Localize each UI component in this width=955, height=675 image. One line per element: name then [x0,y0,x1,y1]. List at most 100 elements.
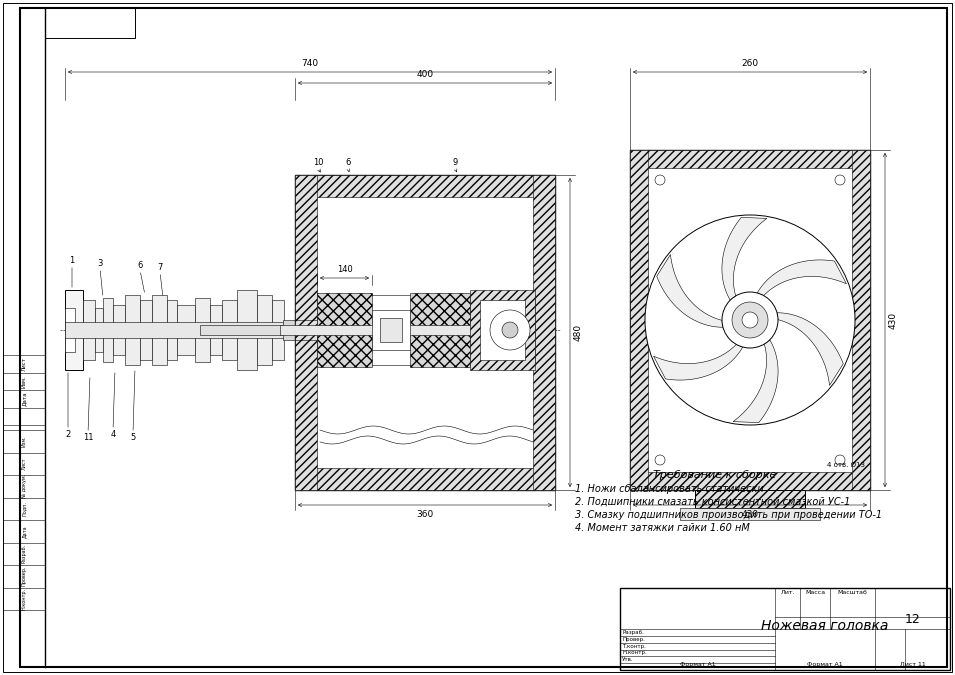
Bar [317,295,535,365]
Text: Лист: Лист [22,458,27,470]
Bar [295,175,555,490]
Text: 10: 10 [312,158,323,167]
Bar [3,355,45,425]
Bar [222,300,237,360]
Text: Лит.: Лит. [780,590,795,595]
Circle shape [502,322,518,338]
Bar [630,150,870,490]
Text: Формат А1: Формат А1 [680,662,715,667]
Bar [620,588,950,670]
Text: 140: 140 [336,265,352,274]
Bar [167,300,177,360]
Bar [852,150,870,490]
Bar [410,293,470,367]
Text: 11: 11 [83,433,94,442]
Bar [680,508,820,520]
Text: № докум.: № докум. [22,474,27,498]
Bar [480,300,525,360]
Text: Н.контр.: Н.контр. [622,651,647,655]
Text: Формат А1: Формат А1 [807,662,843,667]
Bar [295,175,317,490]
Bar [140,300,152,360]
Bar [380,318,402,342]
Text: 740: 740 [302,59,319,68]
Bar [295,175,555,197]
Text: 360: 360 [416,510,434,519]
Bar [372,310,410,350]
Text: 6: 6 [346,158,350,167]
Bar [103,298,113,362]
Bar [3,430,45,610]
Bar [533,175,555,490]
Text: Лист 11: Лист 11 [900,662,925,667]
Text: 2. Подшипники смазать консистентной смазкой УС-1: 2. Подшипники смазать консистентной смаз… [575,497,850,507]
Circle shape [722,292,778,348]
Text: Ножевая головка: Ножевая головка [761,619,889,633]
Text: Изм.: Изм. [22,375,27,387]
Text: 9: 9 [453,158,457,167]
Text: 6: 6 [138,261,142,270]
Circle shape [835,455,845,465]
Text: Провер.: Провер. [22,566,27,587]
Bar [237,290,257,370]
Polygon shape [653,344,743,380]
Bar [630,150,648,490]
Bar [317,293,372,367]
Circle shape [490,310,530,350]
Bar [95,308,103,352]
Text: Масштаб: Масштаб [838,590,867,595]
Bar [195,298,210,362]
Bar [280,325,535,335]
Bar [630,472,870,490]
Polygon shape [657,254,723,327]
Bar [113,305,125,355]
Polygon shape [722,217,767,300]
Circle shape [655,455,665,465]
Text: 400: 400 [416,70,434,79]
Bar [177,305,195,355]
Text: 4 отв. Ø13: 4 отв. Ø13 [827,462,865,468]
Text: Требование к сборке: Требование к сборке [653,470,776,480]
Text: Изм.: Изм. [22,435,27,447]
Text: 7: 7 [158,263,162,272]
Text: Утв.: Утв. [622,657,633,662]
Text: 3. Смазку подшипников производить при проведении ТО-1: 3. Смазку подшипников производить при пр… [575,510,882,520]
Text: 2: 2 [65,430,71,439]
Bar [295,468,555,490]
Circle shape [742,312,758,328]
Text: 430: 430 [889,311,898,329]
Polygon shape [757,260,846,296]
Text: Масса: Масса [805,590,825,595]
Polygon shape [777,313,843,385]
Text: Н.контр.: Н.контр. [22,588,27,610]
Bar [200,325,295,335]
Circle shape [732,302,768,338]
Bar [152,295,167,365]
Text: 4. Момент затяжки гайки 1.60 нМ: 4. Момент затяжки гайки 1.60 нМ [575,523,750,533]
Bar [257,295,272,365]
Text: 1. Ножи сбалансировать статически: 1. Ножи сбалансировать статически [575,484,764,494]
Text: 1: 1 [70,256,74,265]
Bar [283,320,295,340]
Polygon shape [733,340,778,423]
Bar [695,490,805,508]
Bar [65,290,83,370]
Text: Разраб.: Разраб. [622,630,644,635]
Circle shape [835,175,845,185]
Text: 480: 480 [574,324,583,341]
Text: 430: 430 [741,510,758,519]
Text: Дата: Дата [22,525,27,537]
Bar [65,322,305,338]
Bar [83,300,95,360]
Text: Т.контр.: Т.контр. [622,643,646,649]
Text: Подп.: Подп. [22,502,27,516]
Text: Дата: Дата [22,392,27,406]
Circle shape [645,215,855,425]
Bar [65,308,75,352]
Text: 12: 12 [904,613,921,626]
Bar [272,300,284,360]
Text: Разраб.: Разраб. [22,544,27,564]
Circle shape [655,175,665,185]
Text: 5: 5 [131,433,136,442]
Bar [470,290,535,370]
